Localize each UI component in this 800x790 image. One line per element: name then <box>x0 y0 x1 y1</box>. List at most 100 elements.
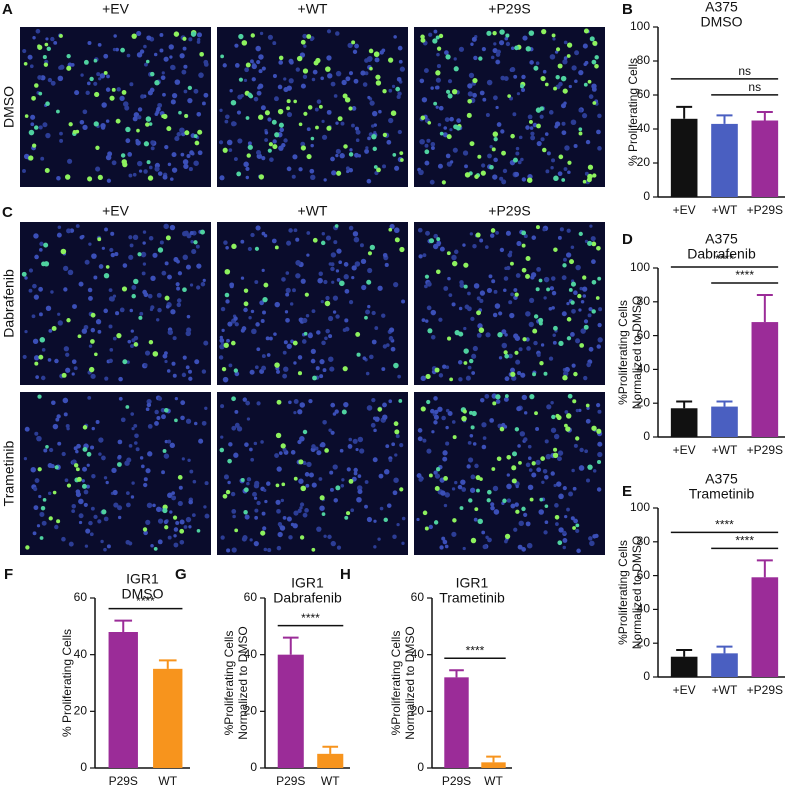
nucleus <box>262 526 267 531</box>
nucleus <box>529 297 535 303</box>
proliferating-nucleus <box>37 394 42 399</box>
nucleus <box>437 406 443 412</box>
nucleus <box>348 300 354 305</box>
nucleus <box>218 140 224 145</box>
nucleus <box>382 164 387 169</box>
proliferating-nucleus <box>77 334 82 339</box>
nucleus <box>364 148 370 154</box>
nucleus <box>115 47 119 52</box>
nucleus <box>129 243 134 248</box>
x-tick-label: P29S <box>276 774 305 788</box>
nucleus <box>571 308 576 314</box>
nucleus <box>67 269 74 276</box>
y-tick-label: 0 <box>643 669 650 683</box>
nucleus <box>309 168 315 174</box>
nucleus <box>182 46 187 51</box>
nucleus <box>442 132 448 138</box>
nucleus <box>503 425 508 429</box>
nucleus <box>469 433 474 438</box>
nucleus <box>504 36 509 41</box>
column-label: +P29S <box>488 1 530 17</box>
nucleus <box>269 157 274 162</box>
nucleus <box>563 167 568 171</box>
nucleus <box>473 517 478 522</box>
proliferating-nucleus <box>325 66 331 72</box>
proliferating-nucleus <box>462 409 467 414</box>
nucleus <box>156 318 160 322</box>
proliferating-nucleus <box>179 528 185 534</box>
proliferating-nucleus <box>153 547 158 551</box>
nucleus <box>133 424 138 428</box>
nucleus <box>244 442 249 447</box>
nucleus <box>396 94 401 100</box>
nucleus <box>448 293 453 298</box>
nucleus <box>198 72 204 78</box>
nucleus <box>261 511 266 516</box>
nucleus <box>159 48 164 53</box>
nucleus <box>160 75 166 81</box>
nucleus <box>322 368 327 373</box>
nucleus <box>147 424 153 429</box>
proliferating-nucleus <box>538 317 544 323</box>
nucleus <box>570 332 575 337</box>
nucleus <box>523 234 528 239</box>
y-tick-label: 80 <box>637 534 651 548</box>
nucleus <box>154 409 159 415</box>
nucleus <box>37 75 42 80</box>
nucleus <box>528 321 534 328</box>
nucleus <box>493 42 497 46</box>
nucleus <box>367 304 371 309</box>
proliferating-nucleus <box>539 497 544 502</box>
proliferating-nucleus <box>373 165 378 169</box>
nucleus <box>157 518 164 524</box>
proliferating-nucleus <box>491 467 496 471</box>
nucleus <box>143 482 148 488</box>
y-tick-label: 20 <box>637 155 651 169</box>
proliferating-nucleus <box>449 377 454 382</box>
nucleus <box>379 50 384 55</box>
nucleus <box>263 488 267 493</box>
error-bar <box>716 400 733 407</box>
nucleus <box>467 365 472 370</box>
proliferating-nucleus <box>117 462 122 467</box>
proliferating-nucleus <box>298 122 303 127</box>
nucleus <box>86 81 91 86</box>
proliferating-nucleus <box>478 327 485 333</box>
nucleus <box>157 171 163 176</box>
y-tick-label: 60 <box>244 590 258 604</box>
proliferating-nucleus <box>521 230 527 236</box>
y-tick-label: 0 <box>80 760 87 774</box>
nucleus <box>566 228 571 233</box>
proliferating-nucleus <box>233 368 239 373</box>
proliferating-nucleus <box>40 505 46 511</box>
nucleus <box>574 79 578 84</box>
nucleus <box>490 505 495 511</box>
nucleus <box>128 173 133 178</box>
nucleus <box>366 516 373 523</box>
nucleus <box>293 228 298 233</box>
proliferating-nucleus <box>145 122 150 127</box>
nucleus <box>582 43 588 49</box>
nucleus <box>179 127 185 134</box>
nucleus <box>583 319 589 324</box>
error-bar <box>114 619 133 632</box>
nucleus <box>61 536 66 542</box>
nucleus <box>82 466 88 472</box>
nucleus <box>48 447 54 453</box>
nucleus <box>261 365 267 371</box>
proliferating-nucleus <box>578 131 583 136</box>
proliferating-nucleus <box>93 58 98 63</box>
proliferating-nucleus <box>591 279 597 285</box>
nucleus <box>354 43 359 49</box>
nucleus <box>515 146 520 151</box>
proliferating-nucleus <box>348 106 353 111</box>
nucleus <box>150 543 154 548</box>
proliferating-nucleus <box>497 332 503 338</box>
nucleus <box>373 545 377 549</box>
proliferating-nucleus <box>583 324 589 330</box>
nucleus <box>203 505 207 509</box>
nucleus <box>282 350 287 355</box>
nucleus <box>557 171 563 177</box>
proliferating-nucleus <box>182 287 187 293</box>
nucleus <box>426 448 432 454</box>
